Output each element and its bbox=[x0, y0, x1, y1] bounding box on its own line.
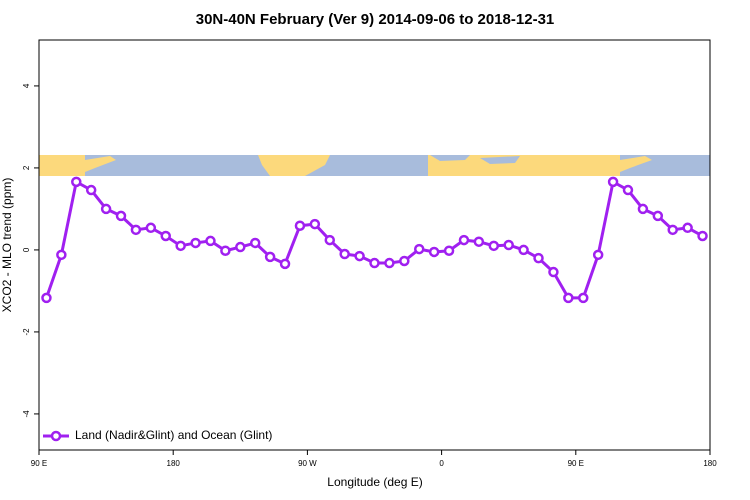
data-point bbox=[473, 236, 485, 247]
data-point bbox=[503, 239, 514, 251]
data-point bbox=[71, 176, 82, 188]
data-point bbox=[413, 243, 425, 255]
data-point bbox=[56, 249, 67, 261]
data-point bbox=[220, 245, 231, 256]
y-tick-label: -4 bbox=[22, 410, 31, 418]
data-point bbox=[578, 292, 589, 304]
data-point bbox=[160, 230, 171, 242]
data-point bbox=[622, 184, 634, 196]
legend-marker bbox=[50, 430, 62, 442]
x-tick-label: 90 E bbox=[31, 459, 47, 468]
data-point bbox=[518, 244, 529, 256]
data-point bbox=[100, 203, 112, 215]
data-point bbox=[369, 257, 380, 269]
data-point bbox=[175, 240, 186, 252]
chart-title: 30N-40N February (Ver 9) 2014-09-06 to 2… bbox=[196, 11, 555, 28]
data-point bbox=[279, 258, 291, 270]
data-point bbox=[115, 210, 127, 222]
data-point bbox=[697, 230, 708, 242]
data-point bbox=[235, 241, 246, 253]
legend-label: Land (Nadir&Glint) and Ocean (Glint) bbox=[75, 428, 272, 442]
data-point bbox=[399, 255, 410, 267]
data-point bbox=[607, 176, 619, 188]
y-axis-label: XCO2 - MLO trend (ppm) bbox=[0, 178, 14, 313]
x-tick-label: 90 E bbox=[568, 459, 584, 468]
data-point bbox=[637, 203, 649, 215]
data-point bbox=[249, 237, 261, 249]
data-point bbox=[264, 251, 276, 263]
data-point bbox=[41, 292, 52, 304]
data-point bbox=[205, 235, 216, 247]
series-line bbox=[45, 179, 704, 300]
data-point bbox=[443, 245, 455, 256]
data-point bbox=[548, 266, 559, 278]
data-point bbox=[354, 250, 365, 262]
data-point bbox=[488, 240, 500, 252]
data-point bbox=[533, 252, 544, 264]
data-point bbox=[592, 249, 604, 261]
data-point bbox=[190, 237, 201, 249]
data-point bbox=[652, 210, 664, 222]
data-point bbox=[85, 184, 97, 196]
y-tick-label: -2 bbox=[22, 328, 31, 336]
x-axis-label: Longitude (deg E) bbox=[327, 475, 422, 489]
data-point bbox=[563, 292, 574, 304]
data-point bbox=[145, 222, 157, 234]
data-point bbox=[428, 246, 440, 258]
data-point bbox=[667, 224, 678, 236]
x-tick-label: 0 bbox=[439, 459, 444, 468]
data-point bbox=[682, 222, 693, 234]
x-tick-label: 180 bbox=[703, 459, 717, 468]
map-band bbox=[39, 155, 710, 176]
data-point bbox=[324, 234, 336, 246]
x-tick-label: 180 bbox=[167, 459, 181, 468]
data-point bbox=[130, 224, 142, 236]
data-point bbox=[458, 234, 470, 246]
y-tick-label: 2 bbox=[22, 165, 31, 170]
data-point bbox=[339, 248, 350, 260]
x-tick-label: 90 W bbox=[298, 459, 317, 468]
data-point bbox=[384, 257, 395, 269]
y-tick-label: 4 bbox=[22, 83, 31, 88]
data-point bbox=[309, 218, 321, 230]
data-point bbox=[294, 220, 306, 231]
y-tick-label: 0 bbox=[22, 247, 31, 252]
plot-frame bbox=[38, 39, 711, 451]
